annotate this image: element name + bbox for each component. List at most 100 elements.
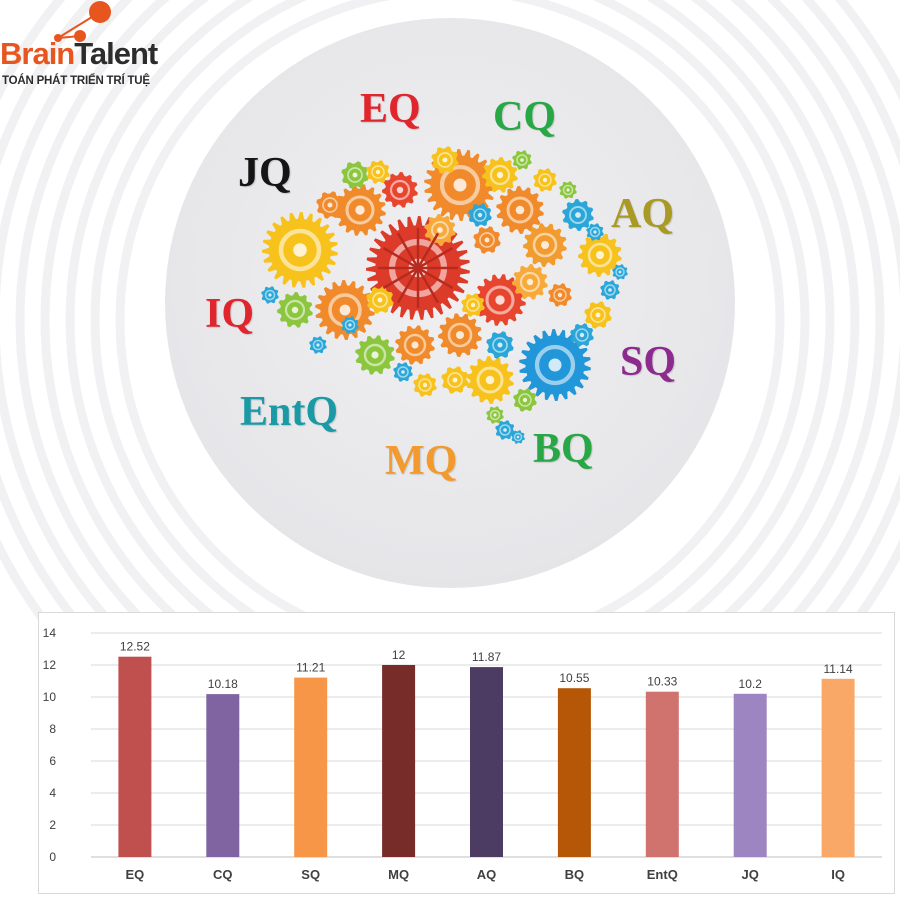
gear-hub [284, 299, 306, 321]
x-tick-label: EntQ [647, 867, 678, 882]
y-tick-label: 14 [43, 626, 57, 640]
gear-center [608, 288, 612, 292]
y-tick-label: 8 [49, 722, 56, 736]
gear-hub [506, 196, 534, 224]
gear-hub [439, 164, 481, 206]
brand-logo: BrainTalent TOÁN PHÁT TRIỂN TRÍ TUỆ [0, 0, 180, 95]
gear-hub [363, 343, 387, 367]
gear-center [484, 237, 490, 243]
gear-center [595, 312, 601, 318]
gear-center [291, 306, 299, 314]
gear-spoke [417, 246, 454, 270]
logo-tagline: TOÁN PHÁT TRIỂN TRÍ TUỆ [2, 75, 150, 87]
gear-center [542, 177, 548, 183]
gear-spoke [416, 267, 440, 304]
x-tick-label: IQ [831, 867, 845, 882]
gear-hub [575, 328, 589, 342]
gear-hub [499, 424, 511, 436]
data-label: 11.21 [296, 661, 325, 675]
label-entq: EntQ [240, 389, 339, 435]
gear-center [503, 428, 507, 432]
gear-hub [418, 378, 432, 392]
gear-center [411, 341, 419, 349]
gear-hub [431, 221, 449, 239]
logo-talent-text: Talent [74, 36, 158, 71]
gear-spoke [382, 246, 419, 270]
gear-hub [371, 165, 385, 179]
gear-hub [489, 409, 501, 421]
gear-hub [345, 195, 375, 225]
gear-center [339, 304, 351, 316]
gear-center [548, 358, 562, 372]
gear-hub [589, 226, 601, 238]
gear-hub [513, 432, 523, 442]
gear-center [516, 435, 520, 439]
gear-center [352, 172, 358, 178]
gear-center [522, 397, 528, 403]
data-label: 10.2 [739, 677, 763, 691]
gear-hub [437, 152, 453, 168]
gear-spoke [396, 267, 420, 304]
gear-hub [532, 232, 558, 258]
data-label: 10.18 [208, 677, 238, 691]
gear-hub [538, 173, 552, 187]
gear-hub [590, 307, 606, 323]
label-iq: IQ [205, 291, 255, 337]
gear-hub [534, 344, 576, 386]
gear-brain-illustration [261, 146, 628, 444]
bar-entq [645, 691, 679, 857]
gear-hub [519, 271, 541, 293]
bar-cq [206, 694, 240, 857]
gear-center [579, 332, 585, 338]
x-tick-label: MQ [388, 867, 409, 882]
data-label: 10.33 [647, 675, 677, 689]
data-label: 10.55 [559, 671, 589, 685]
gear-hub [447, 372, 463, 388]
logo-wordmark: BrainTalent [0, 36, 158, 71]
gear-center [566, 188, 570, 192]
x-tick-label: AQ [477, 867, 497, 882]
gear-spoke [416, 232, 440, 269]
gear-center [493, 413, 497, 417]
x-tick-label: BQ [565, 867, 585, 882]
gear-center [348, 323, 352, 327]
bar-jq [733, 693, 767, 857]
gear-hub [485, 285, 515, 315]
gear-center [456, 331, 464, 339]
gear-hub [492, 337, 508, 353]
x-tick-label: JQ [742, 867, 759, 882]
gear-hub [447, 322, 473, 348]
gear-center [396, 186, 404, 194]
data-label: 11.14 [824, 662, 853, 676]
bar-chart: 0 2 4 6 8 10 12 14 12.52 EQ 10.18 CQ 11.21 SQ 12 MQ 11.8… [43, 626, 882, 882]
logo-atom-icon [54, 1, 111, 42]
gear-hub [344, 319, 356, 331]
gear-hub [562, 184, 574, 196]
gear-hub [569, 206, 587, 224]
gear-hub [553, 288, 567, 302]
gear-hub [312, 339, 324, 351]
gear-center [377, 297, 383, 303]
gear-hub [466, 298, 480, 312]
gear-center [495, 295, 505, 305]
gear-spoke [382, 266, 419, 290]
gear-center [477, 212, 483, 218]
gear-center [618, 270, 622, 274]
y-tick-label: 6 [49, 754, 56, 768]
bar-aq [470, 667, 503, 857]
gear-center [268, 293, 272, 297]
gear-hub [516, 154, 528, 166]
gear-center [453, 178, 467, 192]
label-sq: SQ [620, 339, 677, 385]
gear-spoke [396, 232, 420, 269]
gear-hub [372, 292, 388, 308]
gear-hub [479, 232, 495, 248]
gear-center [437, 227, 443, 233]
gear-center [401, 370, 405, 374]
x-tick-label: SQ [301, 867, 320, 882]
gear-center [596, 251, 604, 259]
gear-hub [518, 393, 532, 407]
gear-center [442, 157, 448, 163]
gear-hub [489, 164, 511, 186]
gear-center [497, 342, 503, 348]
